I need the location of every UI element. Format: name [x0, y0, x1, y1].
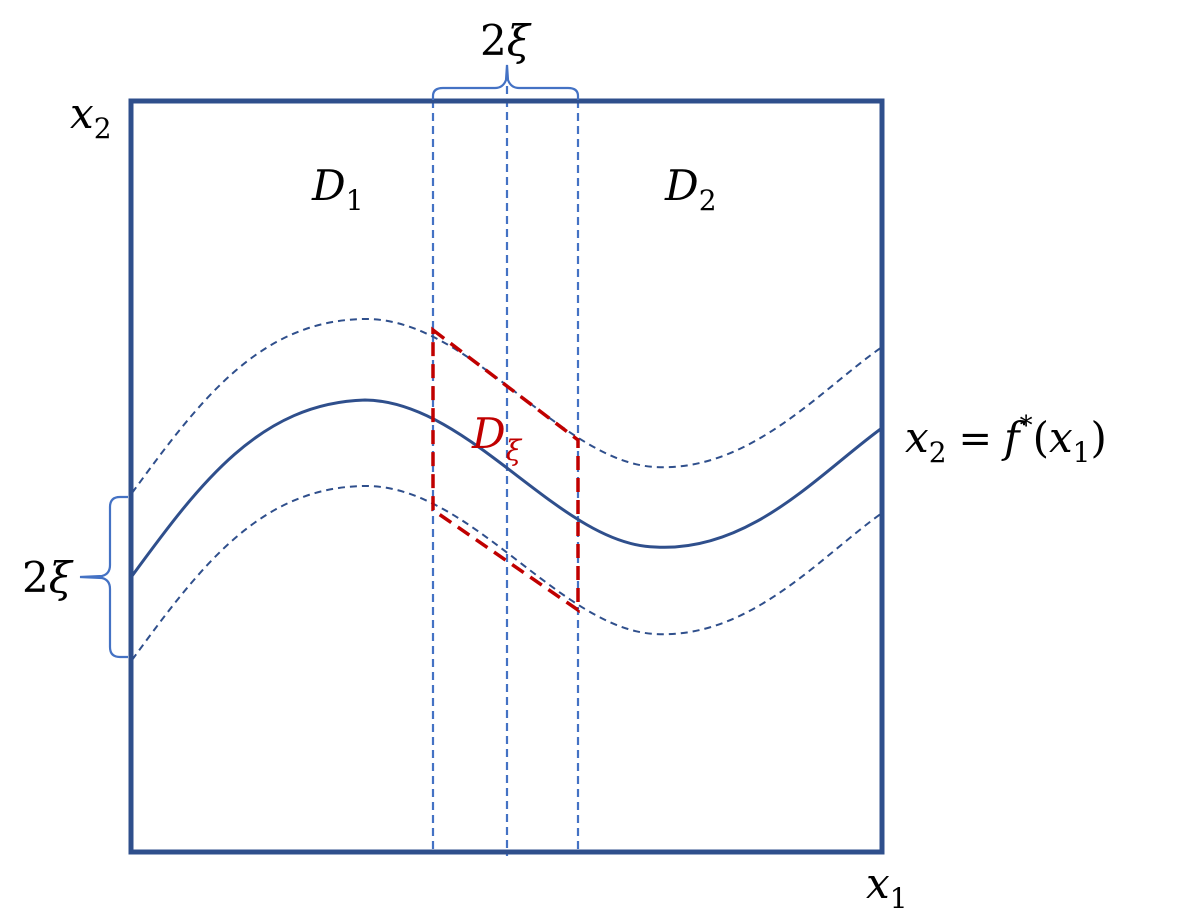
left-width-label: 2ξ [22, 553, 74, 602]
d2-base: D [664, 161, 699, 210]
strip-guides [431, 86, 580, 856]
boundary-curve [130, 398, 883, 577]
x1-axis-base: x [866, 859, 890, 908]
top-width-coef: 2 [480, 16, 507, 65]
d2-sub: 2 [699, 184, 717, 217]
eq-star: * [1020, 411, 1033, 441]
x1-axis-sub: 1 [890, 882, 908, 915]
eq-open-paren: ( [1033, 413, 1049, 462]
top-brace [431, 64, 580, 100]
d-xi-base: D [471, 409, 506, 458]
curve-equation-label: x2 = f*(x1) [905, 411, 1107, 469]
x2-axis-base: x [70, 89, 94, 138]
top-width-label: 2ξ [480, 16, 532, 65]
d-xi-region [431, 326, 580, 614]
eq-lhs-sub: 2 [929, 436, 947, 469]
d1-label: D1 [311, 161, 364, 217]
eq-lhs-base: x [905, 413, 929, 462]
x2-axis-sub: 2 [94, 112, 112, 145]
d1-sub: 1 [346, 184, 364, 217]
d-xi-sub: ξ [506, 434, 523, 467]
d-xi-label: Dξ [471, 409, 523, 467]
domain-frame [128, 98, 885, 855]
left-width-symbol: ξ [49, 553, 74, 602]
x2-axis-label: x2 [70, 89, 112, 145]
eq-arg-sub: 1 [1073, 436, 1091, 469]
top-width-symbol: ξ [507, 16, 532, 65]
d2-label: D2 [664, 161, 717, 217]
eq-arg-base: x [1049, 413, 1073, 462]
lower-offset-curve [131, 484, 883, 661]
eq-equals: = [959, 416, 993, 462]
d1-base: D [311, 161, 346, 210]
eq-close-paren: ) [1090, 413, 1106, 462]
x1-axis-label: x1 [866, 859, 908, 915]
left-width-coef: 2 [22, 553, 49, 602]
left-brace [79, 495, 128, 659]
